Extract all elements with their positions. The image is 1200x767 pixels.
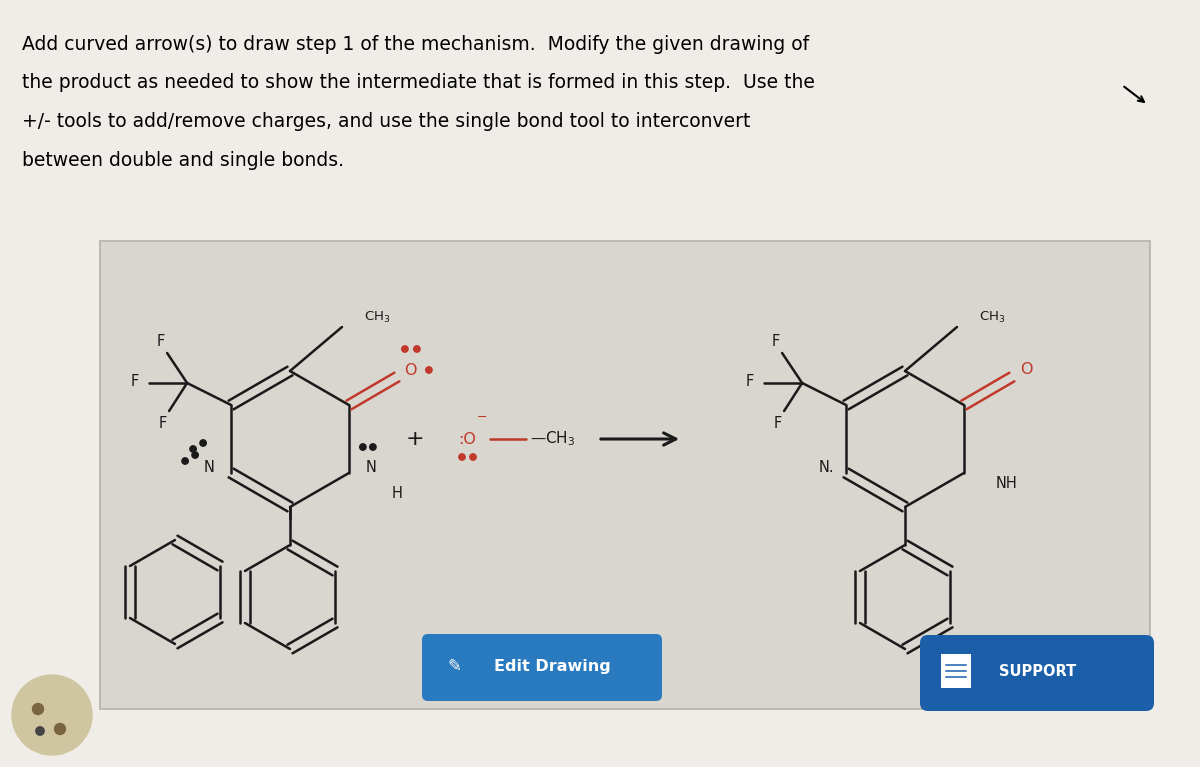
FancyBboxPatch shape bbox=[100, 241, 1150, 709]
Text: F: F bbox=[131, 374, 139, 389]
Text: F: F bbox=[772, 334, 780, 348]
Circle shape bbox=[458, 454, 466, 460]
Text: CH$_3$: CH$_3$ bbox=[979, 309, 1006, 324]
Circle shape bbox=[414, 346, 420, 352]
Text: SUPPORT: SUPPORT bbox=[1000, 664, 1076, 680]
Circle shape bbox=[54, 723, 66, 735]
Circle shape bbox=[192, 452, 198, 458]
Text: N: N bbox=[366, 459, 377, 475]
Text: Edit Drawing: Edit Drawing bbox=[493, 659, 611, 673]
Text: O: O bbox=[403, 363, 416, 377]
Circle shape bbox=[36, 727, 44, 736]
Circle shape bbox=[182, 458, 188, 464]
Text: −: − bbox=[476, 410, 487, 423]
Text: CH$_3$: CH$_3$ bbox=[364, 309, 390, 324]
Circle shape bbox=[12, 675, 92, 755]
Text: between double and single bonds.: between double and single bonds. bbox=[22, 150, 344, 170]
Text: F: F bbox=[774, 416, 782, 430]
Text: Add curved arrow(s) to draw step 1 of the mechanism.  Modify the given drawing o: Add curved arrow(s) to draw step 1 of th… bbox=[22, 35, 809, 54]
Circle shape bbox=[370, 444, 376, 450]
Text: F: F bbox=[158, 416, 167, 430]
Text: ✎: ✎ bbox=[448, 657, 461, 675]
Text: H: H bbox=[391, 486, 402, 501]
Circle shape bbox=[470, 454, 476, 460]
Text: —CH$_3$: —CH$_3$ bbox=[530, 430, 575, 449]
Text: N: N bbox=[204, 459, 215, 475]
Text: N.: N. bbox=[818, 459, 834, 475]
Text: O: O bbox=[1020, 361, 1032, 377]
Text: NH: NH bbox=[996, 476, 1018, 491]
Circle shape bbox=[32, 703, 43, 715]
Text: +/- tools to add/remove charges, and use the single bond tool to interconvert: +/- tools to add/remove charges, and use… bbox=[22, 112, 750, 131]
Text: F: F bbox=[157, 334, 166, 348]
Circle shape bbox=[200, 439, 206, 446]
FancyBboxPatch shape bbox=[920, 635, 1154, 711]
Circle shape bbox=[190, 446, 197, 453]
Circle shape bbox=[360, 444, 366, 450]
Circle shape bbox=[426, 367, 432, 374]
FancyBboxPatch shape bbox=[422, 634, 662, 701]
Text: +: + bbox=[406, 429, 425, 449]
FancyBboxPatch shape bbox=[941, 654, 971, 688]
Text: :O: :O bbox=[458, 432, 476, 446]
Text: the product as needed to show the intermediate that is formed in this step.  Use: the product as needed to show the interm… bbox=[22, 74, 815, 93]
Text: F: F bbox=[746, 374, 755, 389]
Circle shape bbox=[402, 346, 408, 352]
